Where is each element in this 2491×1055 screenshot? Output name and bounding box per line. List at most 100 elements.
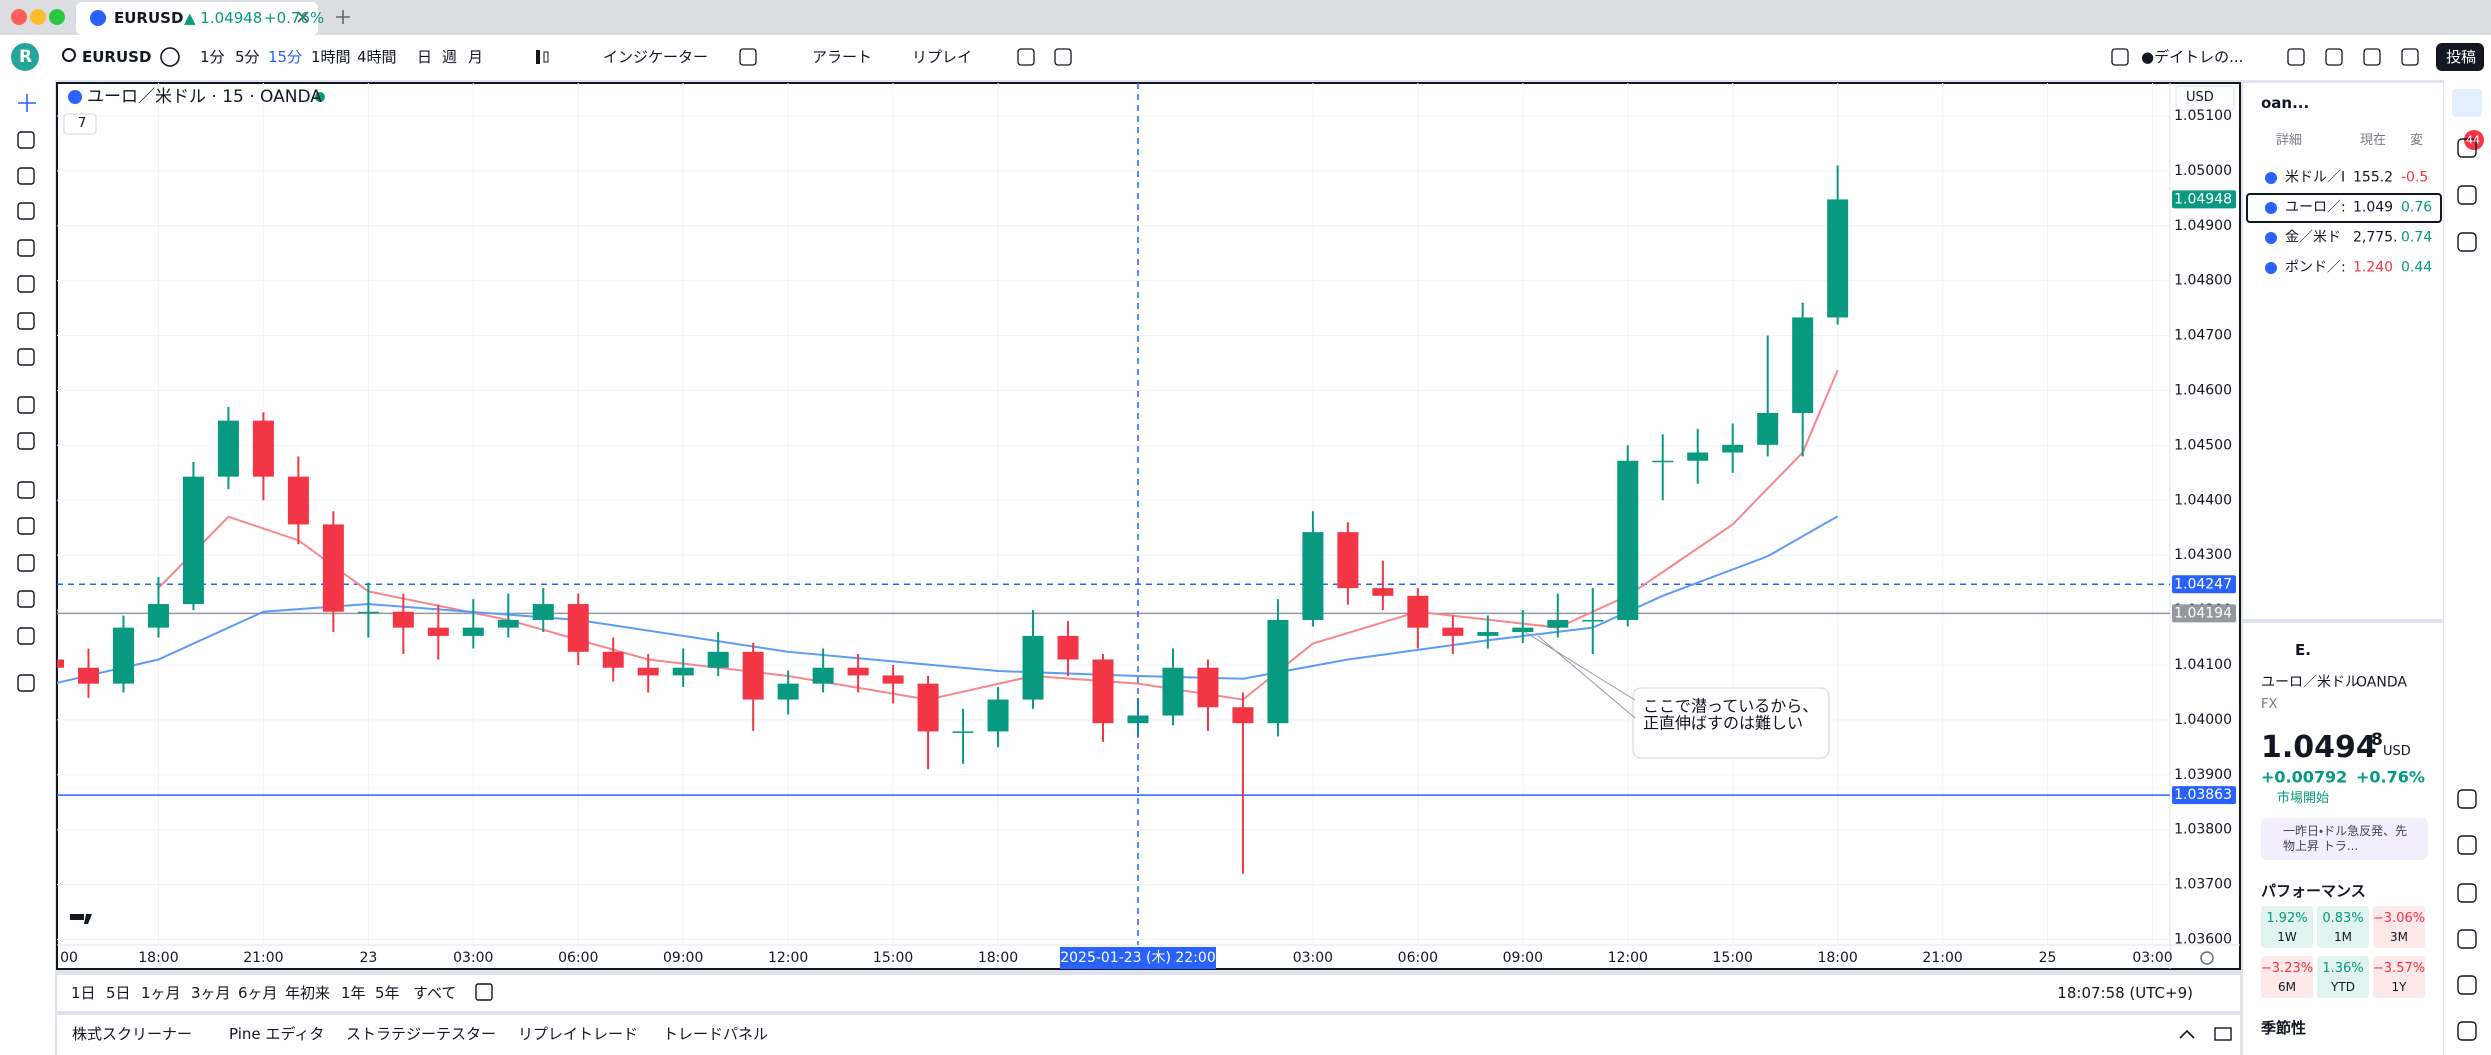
minimize-button[interactable]: [30, 9, 46, 25]
toolbar-icon[interactable]: [2325, 48, 2343, 66]
timeframe-button[interactable]: 月: [468, 48, 484, 66]
drawing-tool[interactable]: [17, 674, 35, 692]
side-icon[interactable]: [2457, 835, 2477, 855]
bottom-tab[interactable]: リプレイトレード: [518, 1025, 639, 1043]
alert-button[interactable]: アラート: [812, 48, 873, 66]
publish-label[interactable]: 投稿: [2446, 48, 2477, 66]
watchlist-cell[interactable]: ユーロ／:: [2285, 199, 2346, 216]
watchlist-cell[interactable]: 1.240: [2353, 259, 2394, 276]
range-button[interactable]: すべて: [413, 984, 457, 1002]
publish-button[interactable]: [2436, 43, 2484, 71]
toolbar-icon[interactable]: [1017, 48, 1035, 66]
calendar-button[interactable]: [475, 983, 493, 1001]
drawing-tool[interactable]: [17, 167, 35, 185]
callout-box[interactable]: [1632, 687, 1830, 759]
chart-type-button[interactable]: [536, 50, 540, 64]
toolbar-icon[interactable]: [739, 48, 757, 66]
drawing-tool[interactable]: [17, 312, 35, 330]
drawing-tool[interactable]: [17, 131, 35, 149]
range-button[interactable]: 1年: [341, 984, 366, 1002]
timeframe-button[interactable]: 15分: [268, 48, 303, 66]
drawing-tool[interactable]: [17, 554, 35, 572]
watchlist-icon-active[interactable]: [2452, 89, 2482, 117]
indicators-button[interactable]: インジケーター: [603, 48, 709, 66]
watchlist-cell[interactable]: -0.5: [2401, 169, 2429, 186]
toolbar-icon[interactable]: [1054, 48, 1072, 66]
drawing-tool[interactable]: [17, 348, 35, 366]
watchlist-name[interactable]: oan...: [2261, 94, 2310, 112]
crosshair-tool[interactable]: [18, 94, 36, 112]
watchlist-cell[interactable]: 155.2: [2353, 169, 2394, 186]
watchlist-cell[interactable]: 0.44: [2401, 259, 2433, 276]
toolbar-icon[interactable]: [2363, 48, 2381, 66]
drawing-tool[interactable]: [17, 517, 35, 535]
watchlist-cell[interactable]: ポンド／:: [2285, 259, 2346, 276]
watchlist-cell[interactable]: 2,775.: [2353, 229, 2398, 246]
range-button[interactable]: 1ヶ月: [141, 984, 181, 1002]
watchlist-cell[interactable]: 金／米ド: [2285, 229, 2341, 246]
tab-close[interactable]: [297, 11, 309, 23]
browser-tab[interactable]: [76, 2, 318, 35]
drawing-tool[interactable]: [17, 275, 35, 293]
toolbar-icon[interactable]: [2401, 48, 2419, 66]
timeframe-button[interactable]: 日: [417, 48, 433, 66]
drawing-tool[interactable]: [17, 590, 35, 608]
range-button[interactable]: 5年: [375, 984, 400, 1002]
layout-name[interactable]: ●デイトレの...: [2141, 48, 2244, 66]
new-tab[interactable]: [336, 10, 350, 24]
side-icon[interactable]: [2457, 138, 2477, 158]
timeframe-button[interactable]: 週: [442, 48, 458, 66]
search-icon[interactable]: [62, 48, 76, 62]
toolbar-icon[interactable]: [2111, 48, 2129, 66]
timeframe-button[interactable]: 4時間: [357, 48, 397, 66]
bottom-tab[interactable]: ストラテジーテスター: [346, 1025, 497, 1043]
x-tick-label: 23: [359, 950, 377, 966]
side-icon[interactable]: [2457, 232, 2477, 252]
close-button[interactable]: [11, 9, 27, 25]
watchlist-cell[interactable]: 0.74: [2401, 229, 2433, 246]
watchlist-cell[interactable]: 1.049: [2353, 199, 2394, 216]
bottom-tab[interactable]: 株式スクリーナー: [72, 1025, 193, 1043]
axis-settings[interactable]: [2200, 951, 2214, 965]
side-icon[interactable]: [2457, 883, 2477, 903]
side-icon[interactable]: [2457, 1021, 2477, 1041]
timeframe-button[interactable]: 1分: [200, 48, 225, 66]
news-text[interactable]: 一昨日・ドル急反発、先物上昇 トラ...: [2283, 824, 2408, 853]
drawing-tool[interactable]: [17, 396, 35, 414]
side-icon[interactable]: [2457, 975, 2477, 995]
toolbar-icon[interactable]: [2287, 48, 2305, 66]
compare-button[interactable]: [160, 47, 180, 67]
timeframe-button[interactable]: 5分: [235, 48, 260, 66]
y-tick-label: 1.04100: [2174, 657, 2232, 673]
range-button[interactable]: 6ヶ月: [238, 984, 278, 1002]
watchlist-cell[interactable]: 0.76: [2401, 199, 2433, 216]
bottom-tab[interactable]: トレードパネル: [663, 1025, 769, 1043]
range-button[interactable]: 3ヶ月: [191, 984, 231, 1002]
panel-maximize[interactable]: [2214, 1027, 2232, 1041]
panel-expand[interactable]: [2179, 1029, 2195, 1039]
drawing-tool[interactable]: [17, 239, 35, 257]
symbol-search[interactable]: EURUSD: [82, 48, 152, 66]
indicator-toggle[interactable]: [63, 113, 97, 135]
range-button[interactable]: 5日: [106, 984, 131, 1002]
replay-button[interactable]: リプレイ: [912, 48, 973, 66]
side-icon[interactable]: [2457, 185, 2477, 205]
avatar[interactable]: [11, 43, 39, 71]
clock[interactable]: 18:07:58 (UTC+9): [2057, 984, 2193, 1002]
timeframe-button[interactable]: 1時間: [311, 48, 351, 66]
currency-box[interactable]: [2175, 85, 2235, 111]
range-button[interactable]: 1日: [71, 984, 96, 1002]
zoom-button[interactable]: [49, 9, 65, 25]
news-box[interactable]: [2261, 818, 2428, 860]
side-icon[interactable]: [2457, 929, 2477, 949]
drawing-tool[interactable]: [17, 481, 35, 499]
range-button[interactable]: 年初来: [285, 984, 331, 1002]
side-icon[interactable]: [2457, 789, 2477, 809]
bottom-tab[interactable]: Pine エディタ: [229, 1025, 325, 1043]
watchlist-cell[interactable]: 米ドル／I: [2285, 169, 2346, 186]
drawing-tool[interactable]: [17, 627, 35, 645]
currency-label[interactable]: USD: [2186, 90, 2214, 106]
drawing-tool[interactable]: [17, 202, 35, 220]
drawing-tool[interactable]: [17, 432, 35, 450]
indicator-count[interactable]: 7: [78, 116, 87, 132]
